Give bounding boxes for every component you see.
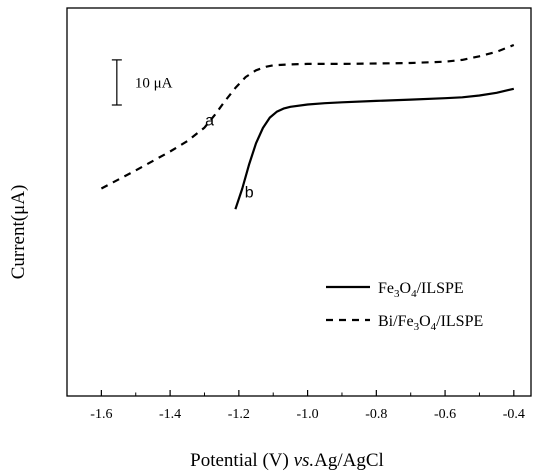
x-tick-label: -1.2 [228, 407, 250, 422]
x-axis-title-part: vs. [294, 450, 315, 471]
x-tick-label: -1.0 [297, 407, 319, 422]
x-axis-title: Potential (V) vs.Ag/AgCl [190, 450, 384, 471]
legend-entry-1: Fe3O4/ILSPE [378, 280, 464, 300]
legend-entry-part: 4 [411, 288, 417, 300]
x-tick-label: -1.4 [159, 407, 181, 422]
legend-entry-part: /ILSPE [436, 313, 483, 330]
curve-label-a: a [205, 112, 214, 129]
legend-entry-part: O [400, 280, 412, 297]
legend-entry-part: /ILSPE [417, 280, 464, 297]
legend-entry-part: O [419, 313, 431, 330]
series-line-2 [100, 43, 515, 190]
legend-entry-part: 3 [414, 321, 420, 333]
legend-entry-part: Fe [378, 280, 394, 297]
x-axis-title-part: Potential (V) [190, 450, 293, 471]
x-tick-label: -0.8 [365, 407, 387, 422]
x-axis-title-part: Ag/AgCl [314, 450, 384, 471]
curve-label-b: b [245, 184, 254, 201]
legend-entry-part: 3 [394, 288, 400, 300]
y-axis-title: Current(μA) [8, 185, 29, 280]
scale-bar-label: 10 μA [135, 75, 173, 91]
series-line-1 [234, 87, 515, 210]
x-tick-label: -1.6 [90, 407, 112, 422]
legend-entry-2: Bi/Fe3O4/ILSPE [378, 313, 483, 333]
plot-marks: -1.6 -1.4 -1.2 -1.0 -0.8 -0.6 -0.4 Potential (V… [8, 7, 532, 471]
plot-frame [66, 7, 532, 397]
legend-entry-part: Bi/Fe [378, 313, 414, 330]
x-tick-label: -0.6 [434, 407, 456, 422]
x-tick-label: -0.4 [503, 407, 525, 422]
legend-entry-part: 4 [431, 321, 437, 333]
